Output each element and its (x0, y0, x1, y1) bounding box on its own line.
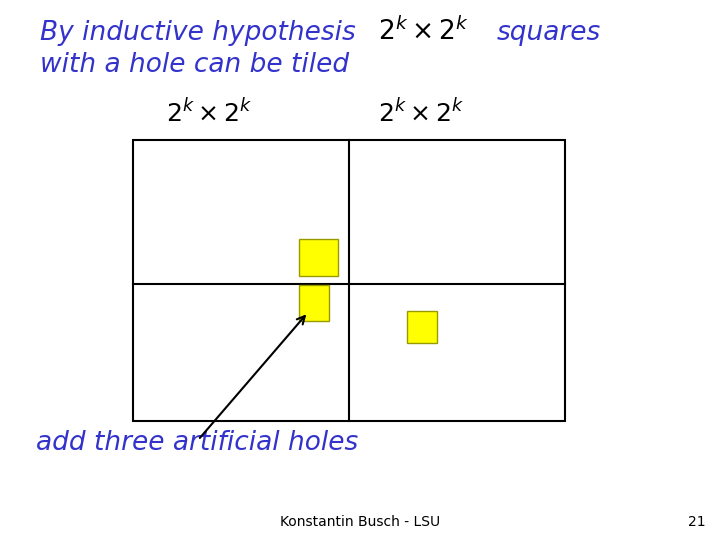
Bar (133, 140, 565, 421)
Text: 21: 21 (688, 515, 706, 529)
Bar (407, 310, 437, 343)
Text: $2^k \times 2^k$: $2^k \times 2^k$ (378, 98, 464, 127)
Text: add three artificial holes: add three artificial holes (36, 430, 359, 456)
Text: $2^k \times 2^k$: $2^k \times 2^k$ (378, 17, 469, 46)
Text: $2^k \times 2^k$: $2^k \times 2^k$ (166, 98, 252, 127)
Bar (299, 285, 329, 321)
Text: By inductive hypothesis: By inductive hypothesis (40, 20, 356, 46)
Text: Konstantin Busch - LSU: Konstantin Busch - LSU (280, 515, 440, 529)
Bar (299, 239, 338, 276)
Text: squares: squares (497, 20, 601, 46)
Text: with a hole can be tiled: with a hole can be tiled (40, 52, 348, 78)
